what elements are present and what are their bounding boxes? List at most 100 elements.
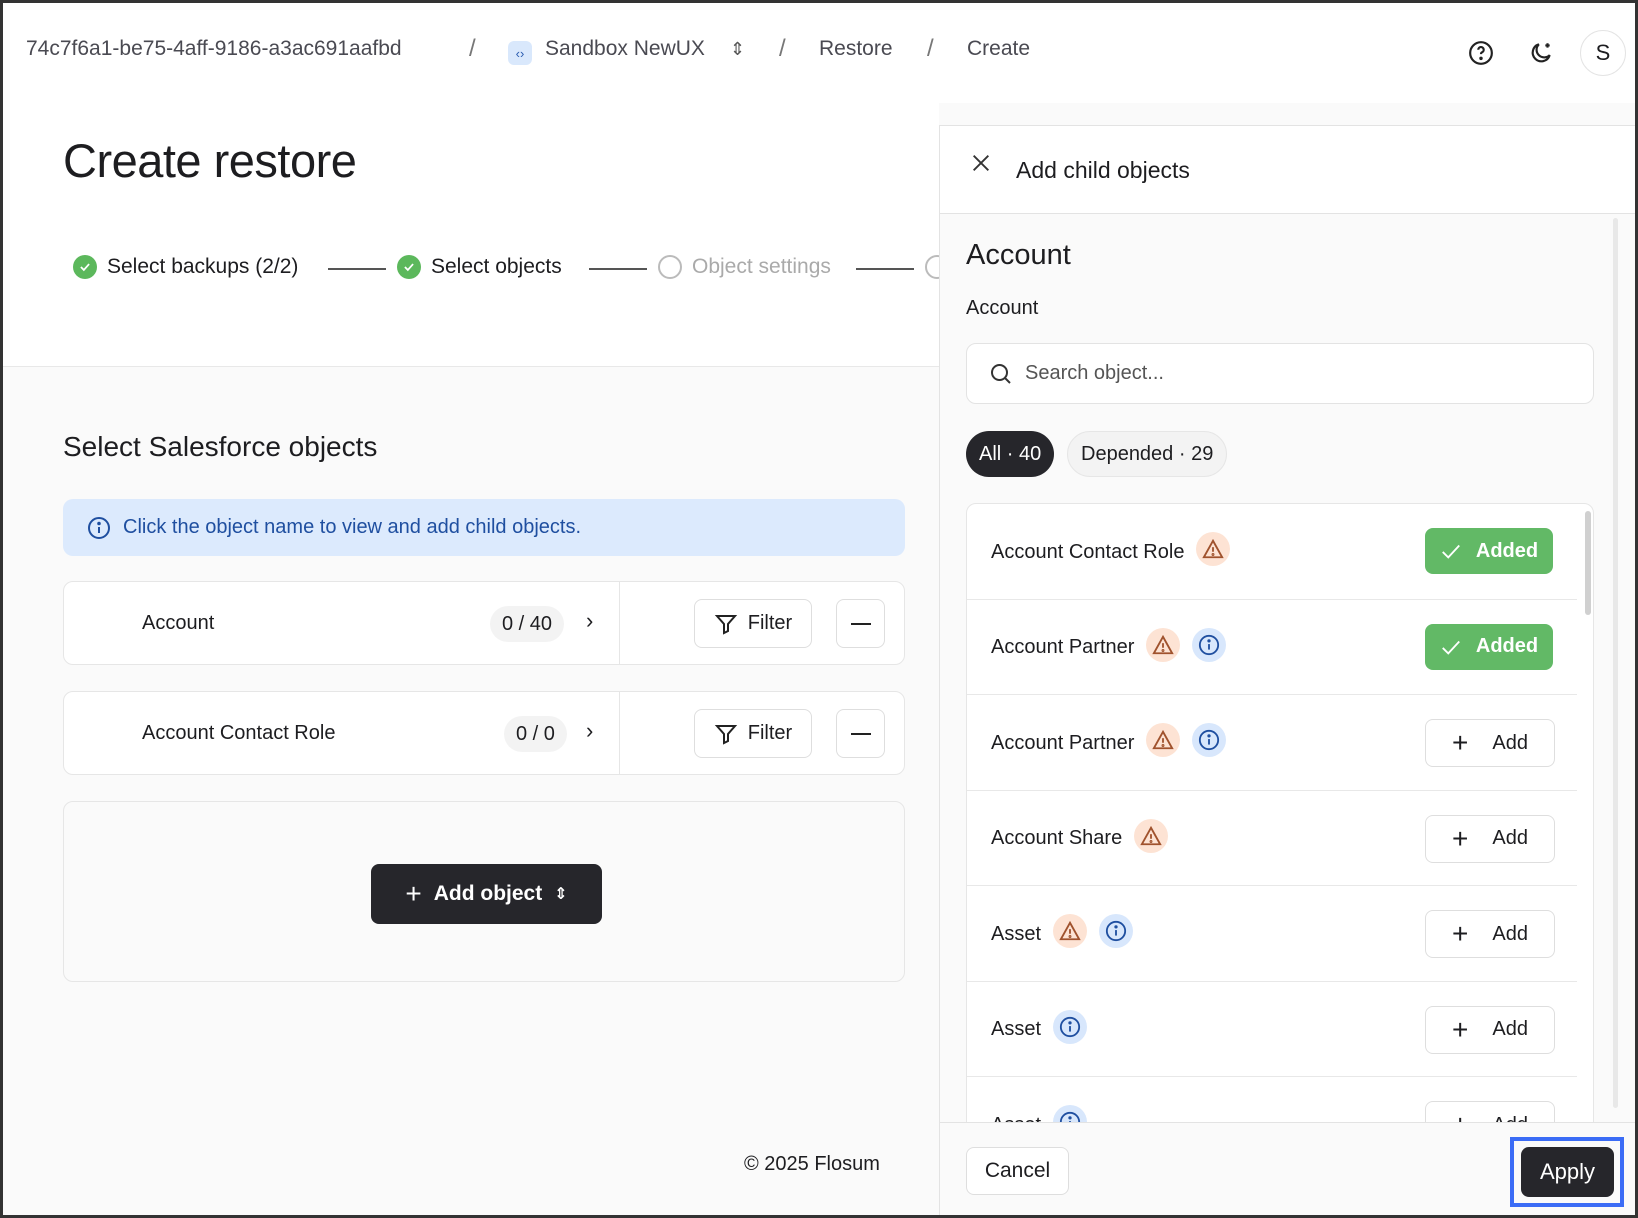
plus-icon: + bbox=[1452, 1109, 1468, 1122]
filter-label: Filter bbox=[747, 722, 793, 744]
warning-icon[interactable] bbox=[1196, 532, 1231, 566]
chip-all[interactable]: All · 40 bbox=[966, 431, 1055, 477]
info-icon[interactable] bbox=[1053, 1105, 1088, 1122]
step-object-settings: Object settings bbox=[658, 255, 831, 279]
step-label: Select objects bbox=[431, 255, 562, 278]
child-object-row: Account Share + Add bbox=[967, 791, 1577, 886]
breadcrumb-sandbox[interactable]: Sandbox NewUX bbox=[545, 37, 705, 60]
search-placeholder: Search object... bbox=[1025, 362, 1164, 384]
check-circle-icon bbox=[73, 255, 97, 279]
object-subheading: Account bbox=[966, 297, 1039, 319]
panel-title: Add child objects bbox=[1016, 157, 1190, 183]
object-name-link[interactable]: Account bbox=[142, 612, 215, 634]
panel-scrollbar[interactable] bbox=[1613, 218, 1618, 1108]
add-label: Add bbox=[1492, 1114, 1528, 1123]
app-window: 74c7f6a1-be75-4aff-9186-a3ac691aafbd / ‹… bbox=[3, 3, 1635, 1215]
add-object-label: Add object bbox=[433, 882, 543, 905]
plus-icon: + bbox=[1452, 727, 1469, 758]
chevron-right-icon[interactable]: › bbox=[586, 718, 594, 743]
plus-icon: + bbox=[405, 878, 422, 909]
plus-icon: + bbox=[1452, 822, 1469, 854]
object-name-link[interactable]: Account Contact Role bbox=[142, 722, 336, 744]
help-icon[interactable] bbox=[1461, 33, 1501, 73]
info-banner: Click the object name to view and add ch… bbox=[63, 499, 905, 556]
added-label: Added bbox=[1475, 539, 1539, 562]
breadcrumb-separator: / bbox=[469, 35, 476, 62]
remove-object-button[interactable] bbox=[836, 599, 885, 648]
child-object-row: Asset + Add bbox=[967, 982, 1577, 1077]
warning-icon[interactable] bbox=[1146, 627, 1181, 662]
child-object-label: Account Share bbox=[991, 827, 1123, 849]
step-connector bbox=[589, 268, 647, 270]
child-object-name: Account Share bbox=[991, 818, 1169, 853]
info-icon bbox=[88, 516, 110, 539]
info-icon[interactable] bbox=[1099, 914, 1134, 948]
info-icon[interactable] bbox=[1053, 1009, 1088, 1044]
child-object-row: Asset + Add bbox=[967, 1077, 1577, 1123]
minus-icon bbox=[850, 732, 871, 735]
remove-object-button[interactable] bbox=[836, 709, 885, 758]
child-object-name: Asset bbox=[991, 1009, 1088, 1044]
chevron-updown-icon[interactable]: ⇕ bbox=[730, 39, 746, 59]
top-nav: 74c7f6a1-be75-4aff-9186-a3ac691aafbd / ‹… bbox=[3, 3, 1635, 103]
breadcrumb-create: Create bbox=[967, 37, 1031, 60]
step-label: Object settings bbox=[692, 255, 831, 278]
apply-button[interactable]: Apply bbox=[1521, 1147, 1614, 1197]
step-next bbox=[925, 255, 949, 279]
filter-button[interactable]: Filter bbox=[694, 709, 812, 758]
added-button[interactable]: Added bbox=[1425, 528, 1553, 574]
info-icon[interactable] bbox=[1192, 627, 1227, 662]
add-object-card: + Add object ⇕ bbox=[63, 801, 905, 982]
child-object-label: Asset bbox=[991, 1114, 1041, 1123]
info-icon[interactable] bbox=[1192, 723, 1227, 757]
plus-icon: + bbox=[1452, 918, 1469, 949]
added-button[interactable]: Added bbox=[1425, 623, 1553, 670]
child-object-label: Account Partner bbox=[991, 731, 1135, 754]
avatar[interactable]: S bbox=[1580, 30, 1626, 76]
warning-icon[interactable] bbox=[1134, 818, 1169, 853]
child-object-row: Account Partner + Add bbox=[967, 695, 1577, 791]
object-count: 0 / 40 bbox=[490, 606, 565, 642]
child-object-label: Account Contact Role bbox=[991, 540, 1185, 563]
add-label: Add bbox=[1492, 827, 1528, 849]
warning-icon[interactable] bbox=[1053, 914, 1088, 948]
step-label: Select backups (2/2) bbox=[107, 255, 299, 278]
section-title: Select Salesforce objects bbox=[63, 431, 378, 462]
filter-label: Filter bbox=[747, 612, 793, 634]
step-select-backups: Select backups (2/2) bbox=[73, 255, 298, 279]
add-button[interactable]: + Add bbox=[1425, 1101, 1555, 1123]
circle-icon bbox=[658, 255, 682, 279]
check-icon bbox=[1441, 544, 1460, 559]
copyright-footer: © 2025 Flosum bbox=[744, 1153, 880, 1175]
filter-button[interactable]: Filter bbox=[694, 599, 812, 648]
theme-moon-icon[interactable] bbox=[1521, 33, 1561, 73]
object-count: 0 / 0 bbox=[504, 716, 567, 752]
chip-depended[interactable]: Depended · 29 bbox=[1067, 431, 1228, 477]
add-button[interactable]: + Add bbox=[1425, 1005, 1555, 1054]
add-button[interactable]: + Add bbox=[1425, 719, 1555, 767]
minus-icon bbox=[850, 622, 871, 625]
add-button[interactable]: + Add bbox=[1425, 910, 1555, 958]
add-button[interactable]: + Add bbox=[1425, 814, 1555, 863]
breadcrumb-separator: / bbox=[779, 35, 786, 62]
object-heading: Account bbox=[966, 239, 1071, 271]
chevron-right-icon[interactable]: › bbox=[586, 608, 594, 633]
search-object-input[interactable]: Search object... bbox=[966, 343, 1594, 404]
filter-icon bbox=[714, 614, 737, 635]
breadcrumb-org-id[interactable]: 74c7f6a1-be75-4aff-9186-a3ac691aafbd bbox=[26, 37, 402, 60]
breadcrumb-restore[interactable]: Restore bbox=[819, 37, 893, 60]
add-label: Add bbox=[1492, 731, 1528, 754]
step-connector bbox=[856, 268, 914, 270]
cancel-button[interactable]: Cancel bbox=[966, 1147, 1069, 1195]
list-scrollbar-thumb[interactable] bbox=[1585, 511, 1591, 615]
warning-icon[interactable] bbox=[1146, 723, 1181, 757]
close-icon[interactable] bbox=[970, 152, 992, 179]
child-object-label: Asset bbox=[991, 1018, 1042, 1040]
search-icon bbox=[991, 363, 1011, 384]
panel-header: Add child objects bbox=[940, 126, 1635, 214]
code-icon: ‹› bbox=[508, 41, 532, 65]
plus-icon: + bbox=[1452, 1013, 1469, 1045]
page-title: Create restore bbox=[63, 134, 357, 187]
child-object-name: Account Contact Role bbox=[991, 532, 1231, 566]
add-object-button[interactable]: + Add object ⇕ bbox=[371, 864, 602, 924]
